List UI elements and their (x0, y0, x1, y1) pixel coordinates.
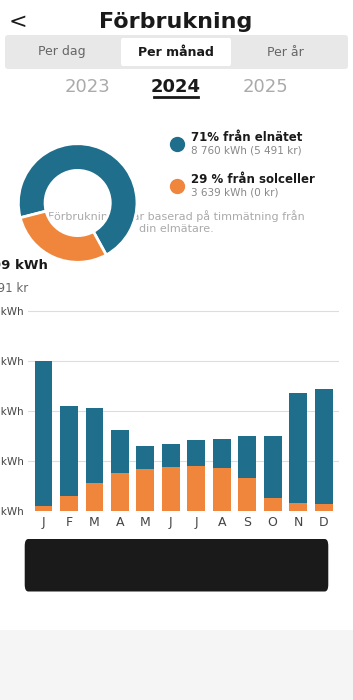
Bar (137, 446, 154, 469)
Bar (315, 389, 333, 504)
Text: Du: Du (310, 667, 325, 677)
FancyBboxPatch shape (121, 38, 231, 66)
Wedge shape (18, 144, 137, 255)
Bar (162, 444, 180, 467)
Text: 8 760 kWh (5 491 kr): 8 760 kWh (5 491 kr) (191, 146, 302, 155)
Bar (137, 469, 154, 511)
Bar (35, 361, 53, 506)
Bar (213, 439, 231, 468)
Text: 71% från elnätet: 71% från elnätet (191, 131, 303, 144)
Bar (85, 483, 103, 511)
Bar (187, 440, 205, 466)
Text: 2024: 2024 (151, 78, 201, 96)
Bar (60, 496, 78, 511)
Text: 2023: 2023 (65, 78, 111, 96)
Bar (187, 466, 205, 511)
Bar (315, 504, 333, 511)
Bar (213, 468, 231, 511)
Text: ○: ○ (29, 648, 41, 662)
Bar (85, 408, 103, 483)
Text: 3 639 kWh (0 kr): 3 639 kWh (0 kr) (191, 188, 279, 197)
Bar (289, 503, 307, 511)
Text: Per månad: Per månad (138, 46, 214, 59)
Text: SE DETALJERAD GRAF: SE DETALJERAD GRAF (92, 559, 260, 573)
Text: Per dag: Per dag (38, 46, 86, 59)
Bar (111, 473, 129, 511)
Text: 29 % från solceller: 29 % från solceller (191, 173, 315, 186)
Text: Per år: Per år (267, 46, 303, 59)
Bar (162, 467, 180, 511)
Wedge shape (20, 211, 106, 262)
Bar (264, 498, 282, 511)
Bar (264, 436, 282, 498)
Bar (99, 657, 103, 662)
Text: ○: ○ (241, 648, 253, 662)
Text: 2025: 2025 (242, 78, 288, 96)
Bar (238, 436, 256, 478)
Bar (35, 506, 53, 511)
Text: Power-ups: Power-ups (220, 667, 274, 677)
Text: 5 491 kr: 5 491 kr (0, 283, 28, 295)
Text: ○: ○ (312, 648, 324, 662)
Text: 12 399 kWh: 12 399 kWh (0, 259, 47, 272)
Bar (111, 430, 129, 473)
Bar (238, 478, 256, 511)
Text: Hem: Hem (23, 667, 47, 677)
Bar (109, 655, 113, 662)
Text: Förbrukning: Förbrukning (99, 12, 253, 32)
Text: <: < (9, 12, 27, 32)
Text: Rewards: Rewards (154, 667, 199, 677)
Bar (60, 406, 78, 496)
Text: ○: ○ (170, 648, 183, 662)
Text: Förbrukningen är baserad på timmätning från
din elmätare.: Förbrukningen är baserad på timmätning f… (48, 210, 304, 234)
Text: Analyser: Analyser (80, 667, 132, 677)
FancyBboxPatch shape (5, 35, 348, 69)
Bar (104, 653, 108, 662)
Bar (289, 393, 307, 503)
